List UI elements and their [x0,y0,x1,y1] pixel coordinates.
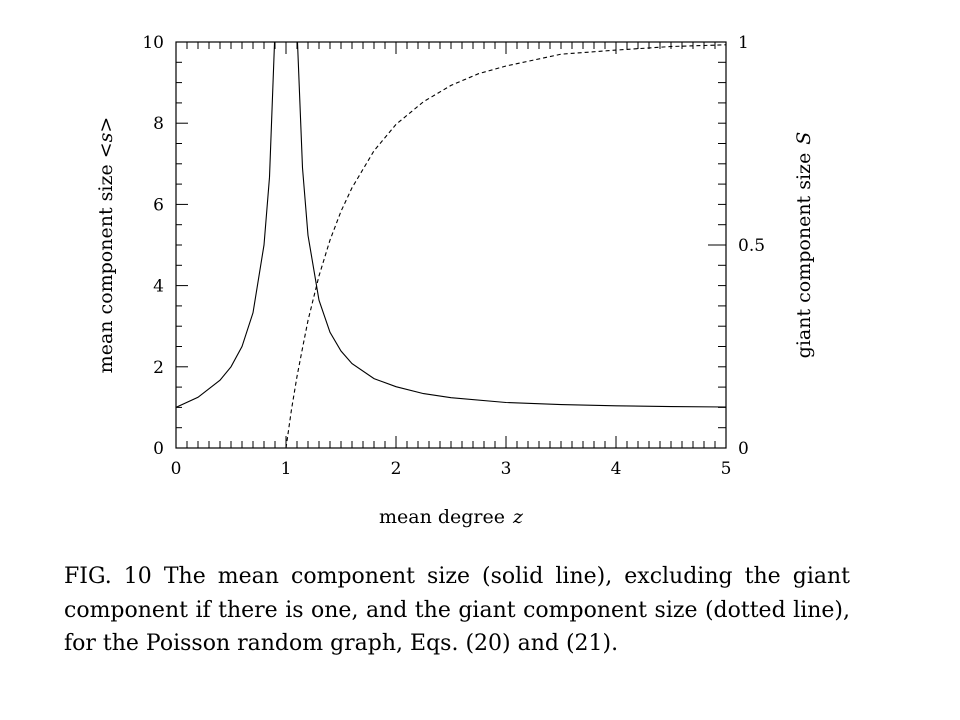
y-right-tick-label: 0.5 [738,236,765,256]
mean-component-size-line-left [176,42,276,408]
y-left-tick-label: 10 [142,33,164,53]
y-left-tick-label: 6 [153,195,164,215]
y-right-tick-label: 1 [738,33,749,53]
y-left-tick-label: 0 [153,439,164,459]
left-y-axis-title: mean component size <s> [95,117,117,374]
x-tick-label: 3 [501,459,512,479]
x-axis-label: mean degree [379,506,505,528]
plot-frame [175,41,727,449]
figure-caption: FIG. 10 The mean component size (solid l… [64,564,850,656]
x-tick-label: 2 [391,459,402,479]
x-axis-variable: z [512,506,524,528]
left-y-axis-variable: <s> [95,117,117,159]
x-tick-label: 5 [721,459,732,479]
giant-component-size-line [285,44,726,449]
mean-component-size-line-right [296,42,726,408]
y-right-tick-label: 0 [738,439,749,459]
right-y-axis-variable: S [793,132,815,145]
x-tick-label: 4 [611,459,622,479]
y-left-tick-label: 2 [153,358,164,378]
x-tick-label: 1 [281,459,292,479]
right-y-axis-label: giant component size [793,153,815,359]
left-y-axis-label: mean component size [95,164,117,373]
x-tick-label: 0 [171,459,182,479]
x-axis-title: mean degree z [379,506,524,528]
y-left-tick-label: 4 [153,277,164,297]
right-y-axis-title: giant component size S [793,132,815,359]
y-left-tick-label: 8 [153,114,164,134]
